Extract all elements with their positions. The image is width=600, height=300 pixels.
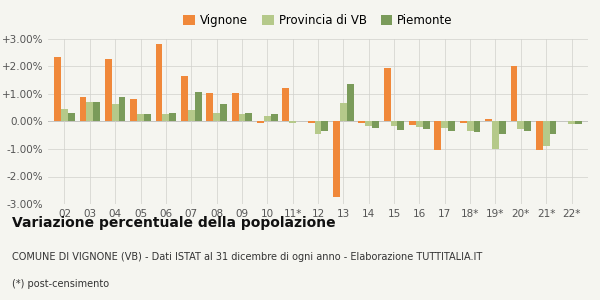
Bar (372, 122, 379, 128)
Bar (322, 122, 328, 131)
Bar (499, 122, 506, 134)
Bar (492, 122, 499, 149)
Bar (93, 102, 100, 122)
Bar (409, 122, 416, 125)
Bar (568, 122, 575, 124)
Bar (80, 97, 86, 122)
Bar (391, 122, 397, 126)
Bar (340, 103, 347, 122)
Bar (333, 122, 340, 197)
Bar (232, 93, 239, 122)
Bar (575, 122, 582, 124)
Bar (271, 114, 278, 122)
Bar (485, 119, 492, 122)
Legend: Vignone, Provincia di VB, Piemonte: Vignone, Provincia di VB, Piemonte (179, 9, 457, 32)
Bar (54, 57, 61, 122)
Bar (137, 114, 144, 122)
Bar (460, 122, 467, 123)
Text: Variazione percentuale della popolazione: Variazione percentuale della popolazione (12, 216, 335, 230)
Bar (423, 122, 430, 129)
Bar (416, 122, 423, 127)
Bar (119, 97, 125, 122)
Bar (68, 113, 75, 122)
Bar (264, 116, 271, 122)
Bar (220, 103, 227, 122)
Bar (442, 122, 448, 128)
Bar (358, 122, 365, 123)
Bar (213, 113, 220, 122)
Bar (524, 122, 531, 131)
Bar (543, 122, 550, 146)
Bar (314, 122, 322, 134)
Bar (61, 109, 68, 122)
Bar (536, 122, 543, 150)
Bar (112, 104, 119, 122)
Bar (206, 93, 213, 122)
Bar (467, 122, 473, 131)
Bar (347, 83, 353, 122)
Bar (245, 113, 252, 122)
Bar (194, 92, 202, 122)
Bar (384, 68, 391, 122)
Bar (169, 113, 176, 122)
Bar (155, 44, 163, 122)
Bar (181, 76, 188, 122)
Bar (448, 122, 455, 131)
Bar (86, 102, 93, 122)
Text: (*) post-censimento: (*) post-censimento (12, 279, 109, 289)
Bar (289, 122, 296, 123)
Bar (188, 110, 194, 122)
Bar (517, 122, 524, 129)
Bar (397, 122, 404, 130)
Bar (550, 122, 556, 134)
Bar (308, 122, 314, 123)
Bar (365, 122, 372, 126)
Bar (144, 114, 151, 122)
Bar (434, 122, 442, 150)
Bar (511, 67, 517, 122)
Bar (473, 122, 481, 133)
Bar (283, 88, 289, 122)
Bar (257, 122, 264, 123)
Bar (239, 114, 245, 122)
Text: COMUNE DI VIGNONE (VB) - Dati ISTAT al 31 dicembre di ogni anno - Elaborazione T: COMUNE DI VIGNONE (VB) - Dati ISTAT al 3… (12, 252, 482, 262)
Bar (163, 114, 169, 122)
Bar (105, 59, 112, 122)
Bar (130, 99, 137, 122)
